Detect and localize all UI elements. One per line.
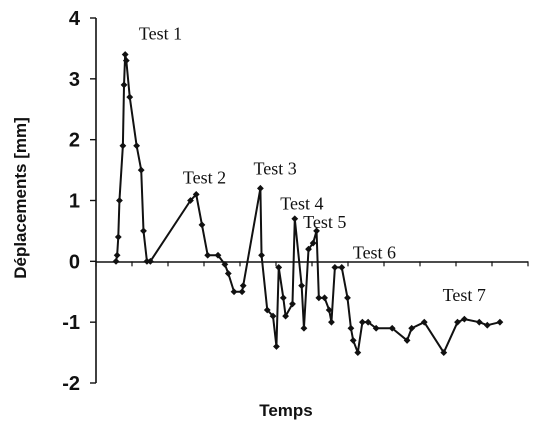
data-point bbox=[279, 294, 287, 302]
test-annotation: Test 1 bbox=[139, 23, 182, 43]
data-point bbox=[221, 260, 229, 268]
data-point bbox=[122, 57, 130, 64]
data-point bbox=[483, 321, 491, 329]
data-point bbox=[460, 315, 468, 323]
data-point bbox=[121, 51, 129, 58]
data-point bbox=[475, 318, 483, 326]
data-point bbox=[349, 337, 357, 344]
data-point bbox=[204, 251, 212, 259]
data-point bbox=[364, 318, 372, 326]
data-point bbox=[298, 282, 306, 290]
data-point bbox=[143, 257, 151, 265]
y-tick-label: -2 bbox=[62, 373, 80, 395]
data-point bbox=[282, 312, 290, 320]
data-point bbox=[119, 142, 127, 150]
data-point bbox=[328, 318, 335, 326]
data-point bbox=[114, 233, 122, 241]
data-point bbox=[300, 324, 308, 332]
data-point bbox=[198, 221, 206, 229]
data-point bbox=[238, 288, 246, 296]
test-annotation: Test 7 bbox=[443, 285, 486, 305]
data-point bbox=[496, 318, 504, 326]
data-point bbox=[256, 184, 264, 192]
data-point bbox=[388, 324, 396, 332]
y-tick-label: 3 bbox=[69, 69, 80, 91]
data-point bbox=[140, 227, 147, 235]
data-point bbox=[325, 306, 333, 314]
data-point bbox=[313, 227, 320, 235]
y-tick-label: -1 bbox=[62, 312, 80, 334]
test-annotation: Test 4 bbox=[280, 194, 323, 214]
data-point bbox=[289, 300, 296, 308]
data-point bbox=[344, 294, 351, 302]
data-point bbox=[347, 324, 355, 332]
data-point bbox=[263, 306, 271, 314]
data-point bbox=[187, 197, 194, 204]
data-point bbox=[137, 166, 145, 174]
y-tick-label: 4 bbox=[69, 8, 81, 30]
data-point bbox=[309, 239, 317, 247]
data-point bbox=[214, 251, 222, 259]
data-point bbox=[338, 264, 346, 271]
y-tick-labels: 4 3 2 1 0 -1 -2 bbox=[62, 8, 81, 395]
data-point bbox=[113, 251, 121, 259]
y-tick-label: 0 bbox=[69, 251, 80, 273]
data-point bbox=[372, 324, 380, 332]
data-point bbox=[146, 257, 154, 265]
data-point bbox=[120, 81, 128, 89]
y-tick-label: 2 bbox=[69, 130, 80, 152]
data-point bbox=[420, 318, 428, 326]
data-point bbox=[403, 337, 411, 344]
data-point bbox=[133, 142, 141, 150]
test-annotation: Test 5 bbox=[303, 212, 346, 232]
data-point bbox=[358, 318, 366, 326]
data-point bbox=[275, 264, 283, 271]
data-point bbox=[321, 294, 328, 302]
data-point bbox=[269, 312, 277, 320]
data-point bbox=[258, 251, 265, 259]
x-axis-title: Temps bbox=[259, 401, 313, 420]
data-point bbox=[315, 294, 323, 302]
test-annotation: Test 3 bbox=[254, 158, 297, 178]
data-point bbox=[192, 191, 200, 198]
y-axis-title: Déplacements [mm] bbox=[11, 117, 30, 279]
x-ticks bbox=[95, 261, 529, 267]
y-tick-label: 1 bbox=[69, 191, 80, 213]
data-point bbox=[454, 318, 461, 326]
data-point bbox=[331, 264, 339, 271]
test-annotation: Test 2 bbox=[183, 167, 226, 187]
data-point bbox=[291, 215, 299, 223]
data-point bbox=[354, 349, 362, 356]
test-annotation: Test 6 bbox=[353, 242, 396, 262]
data-point bbox=[116, 197, 123, 204]
data-point bbox=[408, 324, 416, 332]
data-point bbox=[305, 245, 312, 253]
y-ticks bbox=[90, 17, 96, 384]
data-point bbox=[273, 343, 280, 350]
data-point bbox=[440, 349, 448, 356]
data-point bbox=[112, 257, 120, 265]
data-point bbox=[230, 288, 238, 296]
data-point bbox=[126, 93, 134, 101]
data-point bbox=[224, 270, 232, 277]
series-layer bbox=[112, 51, 504, 356]
data-point bbox=[239, 282, 247, 290]
